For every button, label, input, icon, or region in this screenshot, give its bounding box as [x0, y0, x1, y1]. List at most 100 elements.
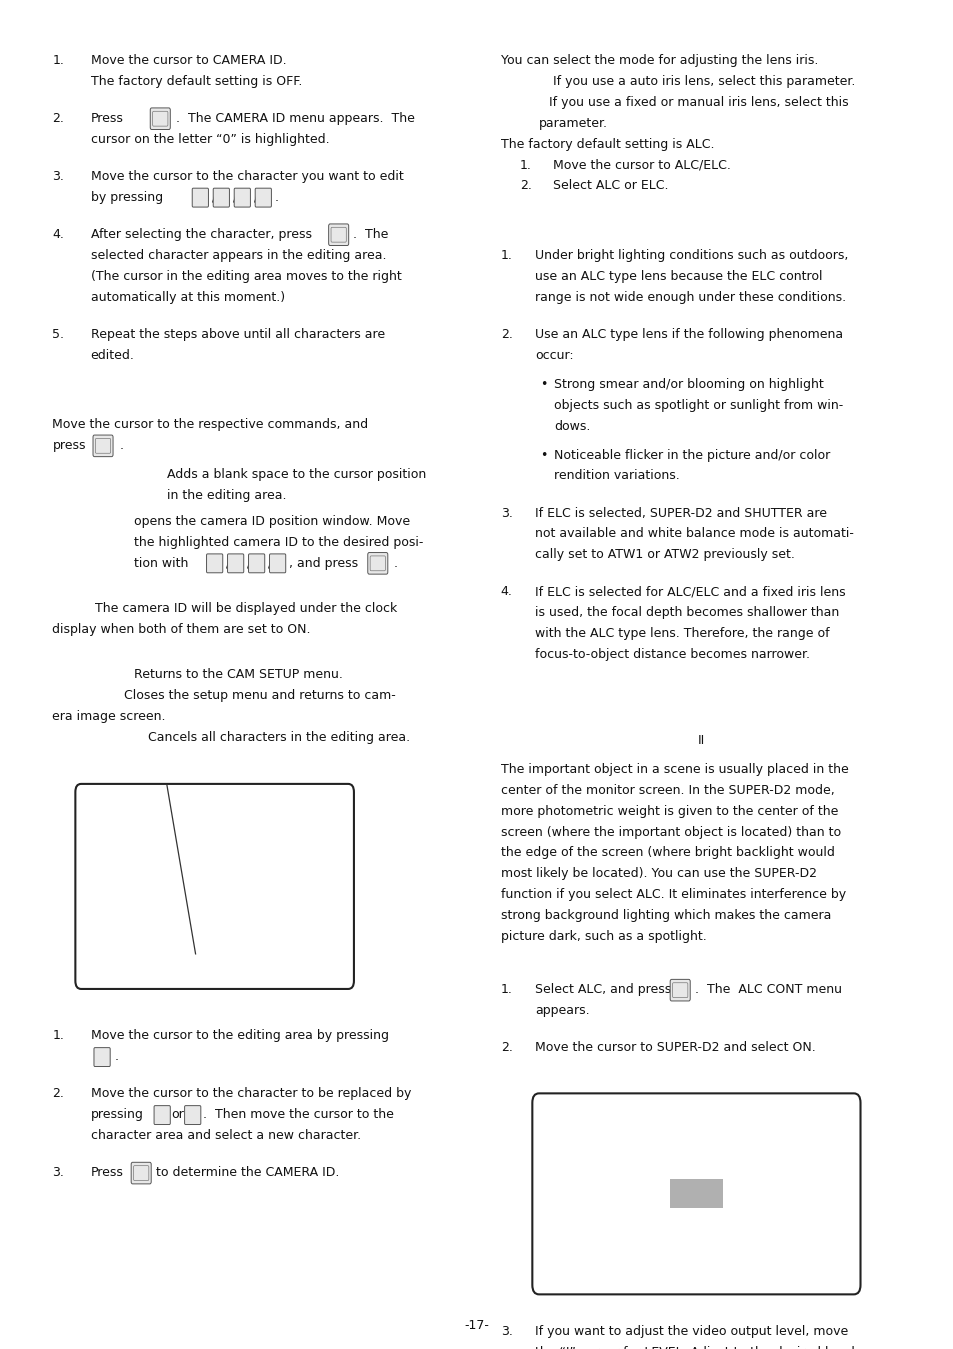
Text: 4.: 4.	[500, 585, 512, 599]
Text: in the editing area.: in the editing area.	[167, 488, 286, 502]
Text: appears.: appears.	[535, 1004, 589, 1017]
FancyBboxPatch shape	[370, 556, 385, 571]
Text: The camera ID will be displayed under the clock: The camera ID will be displayed under th…	[95, 602, 397, 615]
Text: Press: Press	[91, 1167, 123, 1179]
Text: .  Then move the cursor to the: . Then move the cursor to the	[203, 1109, 394, 1121]
Text: .: .	[394, 557, 397, 569]
Text: pressing: pressing	[91, 1109, 143, 1121]
Text: Noticeable flicker in the picture and/or color: Noticeable flicker in the picture and/or…	[554, 448, 830, 461]
Text: (The cursor in the editing area moves to the right: (The cursor in the editing area moves to…	[91, 270, 401, 283]
Text: not available and white balance mode is automati-: not available and white balance mode is …	[535, 527, 853, 541]
FancyBboxPatch shape	[532, 1093, 860, 1294]
Text: Move the cursor to the editing area by pressing: Move the cursor to the editing area by p…	[91, 1029, 388, 1043]
FancyBboxPatch shape	[670, 979, 690, 1001]
Text: automatically at this moment.): automatically at this moment.)	[91, 290, 284, 304]
FancyBboxPatch shape	[206, 554, 223, 573]
FancyBboxPatch shape	[153, 1106, 170, 1125]
Text: Adds a blank space to the cursor position: Adds a blank space to the cursor positio…	[167, 468, 426, 482]
Text: The factory default setting is ALC.: The factory default setting is ALC.	[500, 138, 714, 151]
Text: 2.: 2.	[519, 179, 531, 193]
Text: .: .	[119, 438, 123, 452]
Text: cursor on the letter “0” is highlighted.: cursor on the letter “0” is highlighted.	[91, 132, 329, 146]
Text: selected character appears in the editing area.: selected character appears in the editin…	[91, 248, 386, 262]
Text: •: •	[539, 448, 547, 461]
Text: 3.: 3.	[500, 1325, 512, 1338]
Text: the highlighted camera ID to the desired posi-: the highlighted camera ID to the desired…	[133, 536, 422, 549]
FancyBboxPatch shape	[92, 434, 112, 456]
Text: most likely be located). You can use the SUPER-D2: most likely be located). You can use the…	[500, 867, 816, 881]
Text: , and press: , and press	[289, 557, 362, 569]
FancyBboxPatch shape	[150, 108, 170, 130]
Text: 1.: 1.	[500, 248, 512, 262]
Text: or: or	[172, 1109, 184, 1121]
Text: Select ALC or ELC.: Select ALC or ELC.	[553, 179, 668, 193]
Text: .: .	[114, 1051, 118, 1063]
Text: the edge of the screen (where bright backlight would: the edge of the screen (where bright bac…	[500, 846, 834, 859]
Text: .  The  ALC CONT menu: . The ALC CONT menu	[695, 983, 841, 997]
Text: strong background lighting which makes the camera: strong background lighting which makes t…	[500, 909, 830, 923]
Text: cally set to ATW1 or ATW2 previously set.: cally set to ATW1 or ATW2 previously set…	[535, 548, 794, 561]
Text: Select ALC, and press: Select ALC, and press	[535, 983, 671, 997]
FancyBboxPatch shape	[255, 188, 272, 206]
Text: 3.: 3.	[500, 506, 512, 519]
Text: /: /	[247, 557, 251, 569]
Text: Use an ALC type lens if the following phenomena: Use an ALC type lens if the following ph…	[535, 328, 842, 341]
Text: Repeat the steps above until all characters are: Repeat the steps above until all charact…	[91, 328, 384, 341]
FancyBboxPatch shape	[331, 227, 346, 241]
Text: If you want to adjust the video output level, move: If you want to adjust the video output l…	[535, 1325, 847, 1338]
Text: picture dark, such as a spotlight.: picture dark, such as a spotlight.	[500, 929, 706, 943]
Text: /: /	[233, 190, 236, 204]
Text: range is not wide enough under these conditions.: range is not wide enough under these con…	[535, 290, 845, 304]
Text: with the ALC type lens. Therefore, the range of: with the ALC type lens. Therefore, the r…	[535, 627, 829, 641]
Text: dows.: dows.	[554, 420, 590, 433]
Text: more photometric weight is given to the center of the: more photometric weight is given to the …	[500, 804, 838, 817]
Text: by pressing: by pressing	[91, 190, 167, 204]
FancyBboxPatch shape	[228, 554, 244, 573]
Text: occur:: occur:	[535, 348, 573, 362]
Text: focus-to-object distance becomes narrower.: focus-to-object distance becomes narrowe…	[535, 648, 809, 661]
Text: Move the cursor to the respective commands, and: Move the cursor to the respective comman…	[52, 418, 368, 432]
Text: tion with: tion with	[133, 557, 192, 569]
Text: is used, the focal depth becomes shallower than: is used, the focal depth becomes shallow…	[535, 606, 839, 619]
Text: /: /	[253, 190, 257, 204]
Text: .  The CAMERA ID menu appears.  The: . The CAMERA ID menu appears. The	[176, 112, 415, 125]
Text: If you use a auto iris lens, select this parameter.: If you use a auto iris lens, select this…	[553, 74, 855, 88]
Text: Move the cursor to SUPER-D2 and select ON.: Move the cursor to SUPER-D2 and select O…	[535, 1041, 815, 1055]
Text: parameter.: parameter.	[538, 117, 607, 130]
FancyBboxPatch shape	[270, 554, 286, 573]
Text: display when both of them are set to ON.: display when both of them are set to ON.	[52, 623, 311, 635]
Text: If you use a fixed or manual iris lens, select this: If you use a fixed or manual iris lens, …	[548, 96, 847, 109]
Text: 1.: 1.	[519, 158, 531, 171]
Text: If ELC is selected for ALC/ELC and a fixed iris lens: If ELC is selected for ALC/ELC and a fix…	[535, 585, 845, 599]
Text: function if you select ALC. It eliminates interference by: function if you select ALC. It eliminate…	[500, 888, 845, 901]
FancyBboxPatch shape	[213, 188, 229, 206]
FancyBboxPatch shape	[75, 784, 354, 989]
Text: II: II	[697, 734, 704, 747]
Text: screen (where the important object is located) than to: screen (where the important object is lo…	[500, 826, 841, 839]
Text: The factory default setting is OFF.: The factory default setting is OFF.	[91, 74, 302, 88]
FancyBboxPatch shape	[152, 111, 168, 127]
Text: rendition variations.: rendition variations.	[554, 469, 679, 483]
Text: Closes the setup menu and returns to cam-: Closes the setup menu and returns to cam…	[124, 689, 395, 701]
Text: 1.: 1.	[52, 54, 64, 67]
Text: /: /	[268, 557, 272, 569]
Text: character area and select a new character.: character area and select a new characte…	[91, 1129, 360, 1143]
Text: 4.: 4.	[52, 228, 64, 241]
FancyBboxPatch shape	[233, 188, 250, 206]
FancyBboxPatch shape	[95, 438, 111, 453]
Text: 2.: 2.	[500, 1041, 512, 1055]
FancyBboxPatch shape	[367, 553, 387, 575]
Text: opens the camera ID position window. Move: opens the camera ID position window. Mov…	[133, 515, 409, 527]
FancyBboxPatch shape	[672, 982, 687, 997]
Text: 1.: 1.	[500, 983, 512, 997]
Text: Returns to the CAM SETUP menu.: Returns to the CAM SETUP menu.	[133, 668, 342, 681]
FancyBboxPatch shape	[193, 188, 209, 206]
Text: use an ALC type lens because the ELC control: use an ALC type lens because the ELC con…	[535, 270, 821, 283]
Bar	[670, 1179, 722, 1209]
Text: You can select the mode for adjusting the lens iris.: You can select the mode for adjusting th…	[500, 54, 818, 67]
Text: /: /	[226, 557, 230, 569]
Text: Move the cursor to the character to be replaced by: Move the cursor to the character to be r…	[91, 1087, 411, 1101]
Text: Press: Press	[91, 112, 123, 125]
FancyBboxPatch shape	[248, 554, 265, 573]
Text: .  The: . The	[353, 228, 388, 241]
